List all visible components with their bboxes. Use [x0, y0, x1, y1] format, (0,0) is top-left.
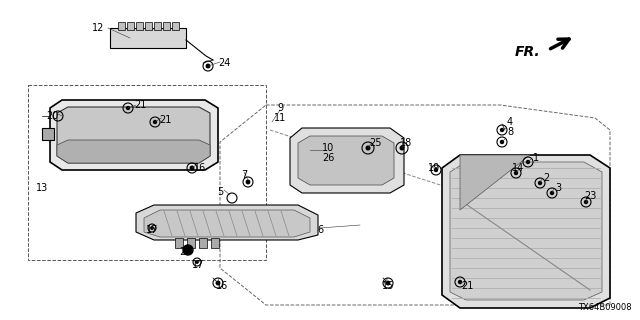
Text: 17: 17	[192, 260, 204, 270]
Circle shape	[196, 261, 198, 263]
Text: 18: 18	[400, 138, 412, 148]
Circle shape	[366, 146, 370, 150]
Polygon shape	[460, 155, 530, 210]
Circle shape	[183, 245, 193, 255]
Text: 14: 14	[512, 163, 524, 173]
Polygon shape	[50, 100, 218, 170]
Text: 21: 21	[159, 115, 171, 125]
Bar	[136, 22, 143, 30]
Text: 6: 6	[317, 225, 323, 235]
Circle shape	[435, 169, 438, 172]
Bar	[118, 22, 125, 30]
Circle shape	[190, 166, 194, 170]
Polygon shape	[136, 205, 318, 240]
Circle shape	[387, 281, 390, 285]
Bar	[187, 238, 195, 248]
Bar	[163, 22, 170, 30]
Bar	[145, 22, 152, 30]
Polygon shape	[298, 136, 394, 185]
Circle shape	[127, 107, 129, 109]
Bar	[110, 28, 186, 48]
Bar	[211, 238, 219, 248]
Circle shape	[216, 281, 220, 285]
Text: 19: 19	[428, 163, 440, 173]
Circle shape	[246, 180, 250, 184]
Text: 3: 3	[555, 183, 561, 193]
Text: TX64B09008: TX64B09008	[579, 303, 632, 312]
Circle shape	[458, 281, 461, 284]
Text: 10: 10	[322, 143, 334, 153]
Text: 9: 9	[277, 103, 283, 113]
Text: 26: 26	[322, 153, 334, 163]
Circle shape	[500, 129, 504, 132]
Bar	[42, 128, 54, 140]
Text: 4: 4	[507, 117, 513, 127]
Circle shape	[151, 227, 153, 229]
Text: 22: 22	[179, 247, 191, 257]
Text: 20: 20	[46, 111, 58, 121]
Circle shape	[550, 191, 554, 195]
Bar	[199, 238, 207, 248]
Circle shape	[538, 181, 541, 185]
Text: FR.: FR.	[515, 45, 540, 59]
Circle shape	[206, 64, 210, 68]
Polygon shape	[290, 128, 404, 193]
Polygon shape	[442, 155, 610, 308]
Text: 11: 11	[274, 113, 286, 123]
Polygon shape	[57, 107, 210, 163]
Text: 21: 21	[461, 281, 473, 291]
Text: 2: 2	[543, 173, 549, 183]
Bar	[175, 238, 183, 248]
Text: 25: 25	[370, 138, 382, 148]
Text: 17: 17	[146, 225, 158, 235]
Text: 24: 24	[218, 58, 230, 68]
Circle shape	[584, 201, 588, 204]
Bar	[127, 22, 134, 30]
Bar	[28, 85, 266, 260]
Bar	[172, 22, 179, 30]
Text: 7: 7	[241, 170, 247, 180]
Text: 5: 5	[217, 187, 223, 197]
Text: 13: 13	[36, 183, 48, 193]
Text: 1: 1	[533, 153, 539, 163]
Text: 8: 8	[507, 127, 513, 137]
Circle shape	[500, 140, 504, 143]
Circle shape	[400, 146, 404, 150]
Text: 23: 23	[584, 191, 596, 201]
Text: 16: 16	[216, 281, 228, 291]
Text: 12: 12	[92, 23, 104, 33]
Polygon shape	[450, 162, 602, 300]
Polygon shape	[144, 210, 310, 237]
Bar	[154, 22, 161, 30]
Circle shape	[154, 121, 157, 124]
Polygon shape	[57, 140, 210, 163]
Text: 16: 16	[194, 163, 206, 173]
Circle shape	[515, 172, 518, 174]
Text: 15: 15	[382, 281, 394, 291]
Circle shape	[527, 161, 529, 164]
Text: 21: 21	[134, 100, 146, 110]
